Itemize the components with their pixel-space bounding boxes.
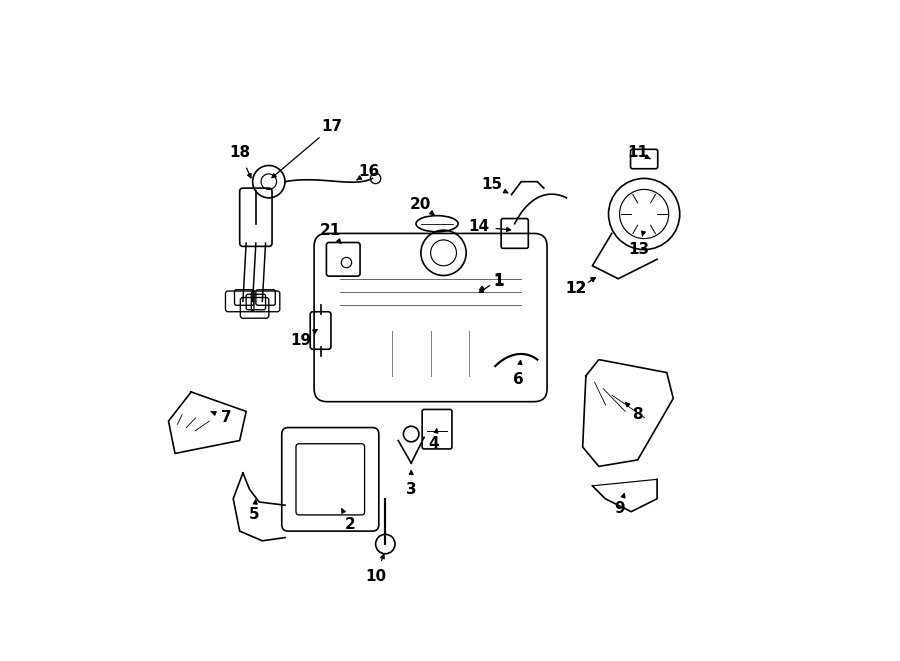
Text: 20: 20 bbox=[410, 197, 432, 212]
Text: 12: 12 bbox=[565, 281, 587, 296]
Text: 1: 1 bbox=[493, 272, 504, 288]
Text: 15: 15 bbox=[482, 177, 502, 192]
Text: 21: 21 bbox=[320, 223, 341, 238]
Text: 2: 2 bbox=[345, 517, 356, 532]
Text: 5: 5 bbox=[248, 508, 259, 522]
Text: 6: 6 bbox=[513, 371, 523, 387]
Text: 4: 4 bbox=[428, 436, 439, 451]
Text: 14: 14 bbox=[469, 219, 490, 235]
Text: 8: 8 bbox=[633, 407, 643, 422]
Text: 18: 18 bbox=[230, 145, 250, 160]
Text: 17: 17 bbox=[321, 119, 343, 134]
Text: 1: 1 bbox=[493, 274, 504, 290]
Text: 16: 16 bbox=[358, 165, 380, 179]
Text: 7: 7 bbox=[221, 410, 232, 426]
Text: 12: 12 bbox=[565, 281, 587, 296]
Text: 9: 9 bbox=[614, 501, 625, 516]
Text: 10: 10 bbox=[365, 569, 386, 584]
Text: 13: 13 bbox=[628, 242, 650, 257]
Text: 3: 3 bbox=[406, 482, 417, 496]
Text: 19: 19 bbox=[291, 332, 311, 348]
Text: 11: 11 bbox=[627, 145, 648, 160]
